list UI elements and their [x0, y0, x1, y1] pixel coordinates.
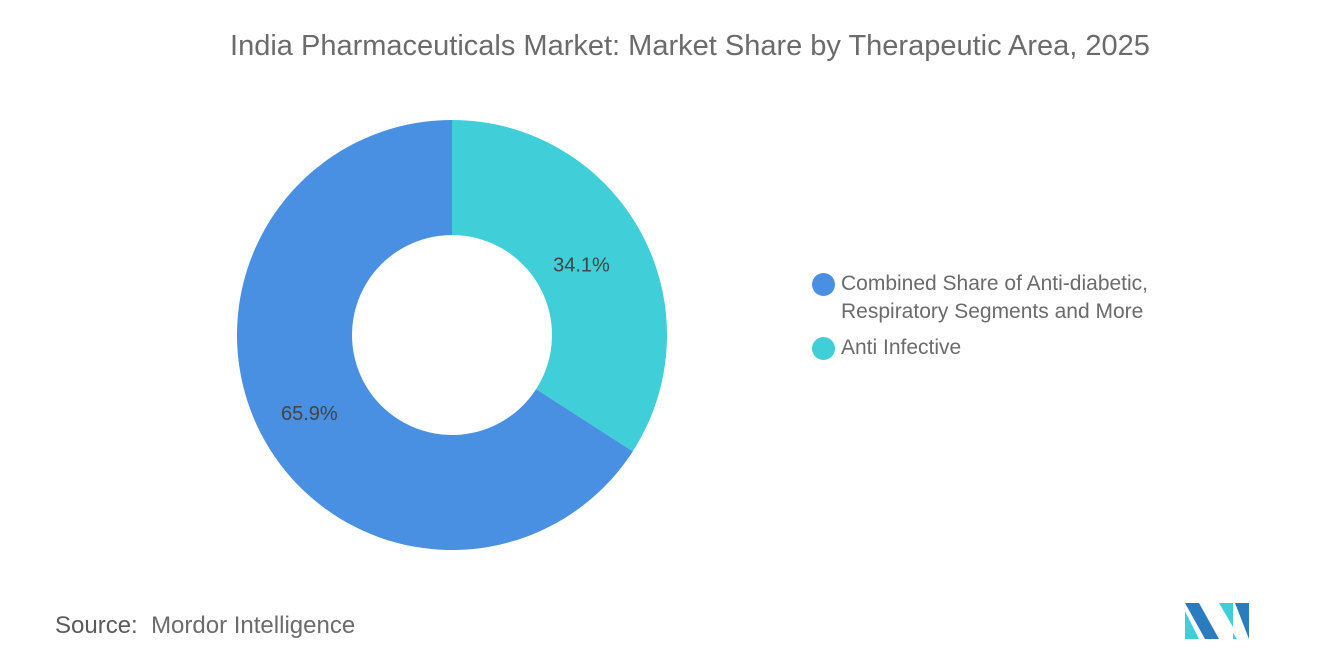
source-text: Mordor Intelligence: [151, 612, 356, 639]
chart-title: India Pharmaceuticals Market: Market Sha…: [230, 30, 1150, 62]
legend-label: Combined Share of Anti-diabetic, Respira…: [841, 272, 1149, 323]
mordor-intelligence-logo-icon: [1185, 603, 1249, 639]
data-label-1: 65.9%: [281, 403, 338, 425]
donut-slice-0[interactable]: [452, 120, 667, 452]
donut-slice-1[interactable]: [236, 120, 633, 550]
legend-label: Anti Infective: [841, 336, 962, 359]
legend-item-combined[interactable]: Combined Share of Anti-diabetic, Respira…: [812, 270, 1181, 326]
legend-swatch-combined: [812, 273, 835, 296]
data-label-0: 34.1%: [553, 254, 610, 276]
legend: Combined Share of Anti-diabetic, Respira…: [812, 270, 1181, 370]
legend-swatch-anti-infective: [812, 337, 835, 360]
legend-item-anti-infective[interactable]: Anti Infective: [812, 334, 1181, 362]
source-note: Source: Mordor Intelligence: [55, 612, 355, 640]
source-prefix: Source:: [55, 612, 138, 639]
